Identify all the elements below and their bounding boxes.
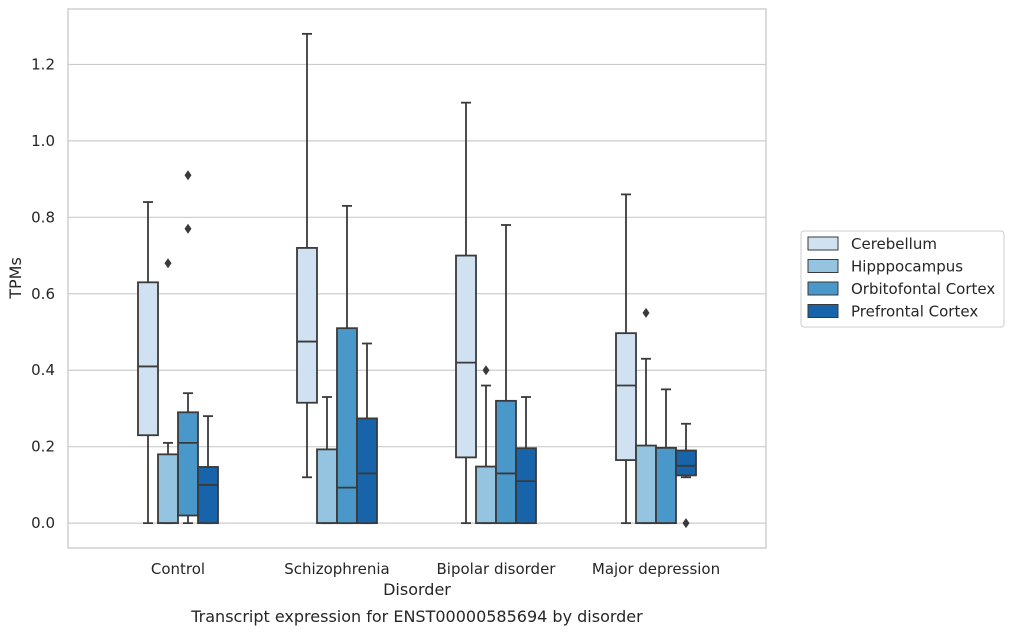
box-2-3 — [655, 388, 677, 525]
legend-label: Cerebellum — [851, 235, 937, 253]
box-3-1 — [356, 342, 378, 525]
box-1-3 — [635, 307, 657, 525]
box-iqr — [475, 465, 497, 525]
y-tick-label: 1.0 — [31, 132, 55, 150]
box-iqr — [197, 466, 219, 525]
legend-label: Orbitofontal Cortex — [851, 280, 995, 298]
y-tick-labels: 0.0 0.2 0.4 0.6 0.8 1.0 1.2 — [31, 55, 55, 532]
box-2-2 — [495, 224, 517, 525]
box-iqr — [336, 327, 358, 525]
box-2-1 — [336, 204, 358, 525]
x-tick-label: Control — [151, 560, 205, 578]
legend-swatch — [807, 236, 839, 251]
box-iqr — [296, 247, 318, 404]
box-iqr — [356, 417, 378, 525]
box-3-2 — [515, 396, 537, 525]
box-0-1 — [296, 32, 318, 479]
legend-swatch — [807, 281, 839, 296]
legend-swatch — [807, 304, 839, 318]
box-0-2 — [455, 101, 477, 525]
outlier-point — [184, 170, 192, 181]
chart-caption: Transcript expression for ENST0000058569… — [190, 607, 643, 626]
box-iqr — [515, 447, 537, 525]
outlier-point — [184, 223, 192, 234]
box-1-1 — [316, 396, 338, 525]
box-iqr — [635, 444, 657, 525]
box-iqr — [177, 411, 199, 517]
outlier-point — [682, 518, 690, 529]
box-1-0 — [157, 258, 179, 525]
legend: Cerebellum Hipppocampus Orbitofontal Corte… — [800, 230, 1005, 328]
box-3-0 — [197, 415, 219, 525]
legend-swatch — [807, 259, 839, 273]
x-tick-label: Schizophrenia — [284, 560, 389, 578]
legend-label: Prefrontal Cortex — [851, 303, 978, 321]
y-tick-label: 0.8 — [31, 208, 55, 226]
legend-label: Hipppocampus — [851, 258, 963, 276]
box-iqr — [157, 453, 179, 525]
box-iqr — [316, 448, 338, 525]
box-iqr — [137, 281, 159, 437]
y-tick-label: 0.4 — [31, 361, 55, 379]
box-1-2 — [475, 365, 497, 525]
outlier-point — [482, 365, 490, 376]
y-tick-label: 0.2 — [31, 438, 55, 456]
box-iqr — [675, 449, 697, 477]
box-iqr — [615, 332, 637, 461]
y-tick-label: 0.6 — [31, 285, 55, 303]
legend-items: Cerebellum Hipppocampus Orbitofontal Corte… — [807, 235, 995, 321]
plot-frame — [67, 8, 767, 549]
box-iqr — [495, 399, 517, 525]
box-iqr — [655, 446, 677, 525]
x-axis-label: Disorder — [383, 580, 451, 599]
box-3-3 — [675, 422, 697, 529]
y-axis-label: TPMs — [6, 257, 25, 300]
x-tick-label: Bipolar disorder — [437, 560, 557, 578]
x-tick-labels: Control Schizophrenia Bipolar disorder Majo… — [151, 560, 720, 578]
box-iqr — [455, 254, 477, 459]
y-tick-label: 1.2 — [31, 55, 55, 73]
legend-frame — [800, 230, 1005, 328]
box-layer — [137, 32, 697, 529]
box-0-3 — [615, 193, 637, 525]
x-tick-label: Major depression — [592, 560, 720, 578]
y-tick-label: 0.0 — [31, 514, 55, 532]
outlier-point — [164, 258, 172, 269]
box-2-0 — [177, 170, 199, 525]
outlier-point — [642, 307, 650, 318]
box-0-0 — [137, 201, 159, 525]
